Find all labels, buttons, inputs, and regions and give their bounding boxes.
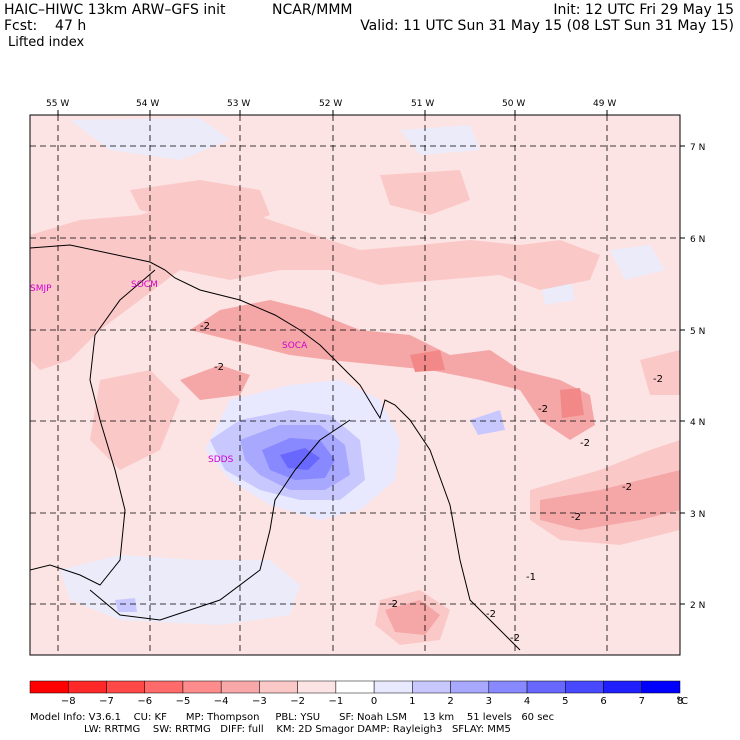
lon-label: 55 W [46,99,69,109]
contour-label: -2 [200,321,210,332]
coastline-borders [30,244,521,651]
station-label: SOCM [131,280,158,290]
lon-label: 49 W [593,99,616,109]
colorbar-tick-label: 0 [371,696,377,707]
lon-label: 51 W [411,99,434,109]
contour-label: -1 [526,572,536,583]
station-label: SDDS [208,455,234,465]
lat-label: 7 N [690,143,705,153]
colorbar-swatch [220,680,260,694]
colorbar-swatch [526,680,566,694]
colorbar-swatch [641,680,681,694]
lat-label: 6 N [690,235,705,245]
lon-label: 53 W [227,99,250,109]
colorbar-tick-label: −8 [61,696,76,707]
lon-label: 54 W [136,99,159,109]
colorbar-swatch [488,680,528,694]
model-info-line-2: LW: RRTMG SW: RRTMG DIFF: full KM: 2D Sm… [30,724,511,735]
colorbar-swatch [259,680,298,694]
colorbar-tick-label: 2 [447,696,453,707]
valid-time: Valid: 11 UTC Sun 31 May 15 (08 LST Sun … [360,18,734,34]
contour-label: -2 [580,438,590,449]
contour-label: -2 [486,609,496,620]
colorbar-tick-label: −2 [290,696,305,707]
colorbar-swatch [450,680,490,694]
lat-label: 5 N [690,327,705,337]
model-info-line-1: Model Info: V3.6.1 CU: KF MP: Thompson P… [30,712,555,723]
axis-ticks [57,110,685,605]
lat-lon-grid [30,115,680,655]
colorbar-swatch [373,680,413,694]
contour-label: -2 [653,374,663,385]
colorbar-swatch [67,680,107,694]
colorbar-unit: °C [676,696,688,707]
lat-label: 4 N [690,418,705,428]
colorbar-swatch [297,680,337,694]
colorbar-swatch [335,680,375,694]
colorbar-swatch [29,680,69,694]
colorbar-swatch [106,680,145,694]
colorbar-tick-label: 1 [409,696,415,707]
init-time: Init: 12 UTC Fri 29 May 15 [553,2,734,18]
colorbar-swatch [603,680,643,694]
contour-label: -2 [571,512,581,523]
colorbar-tick-label: −6 [137,696,152,707]
colorbar-tick-label: 3 [486,696,492,707]
colorbar-tick-label: −4 [214,696,229,707]
contour-label: -2 [622,482,632,493]
colorbar: −8 −7 −6 −5 −4 −3 −2 −1 0 1 2 3 4 5 6 7 8 [29,680,683,707]
colorbar-tick-label: −7 [99,696,114,707]
colorbar-tick-label: 6 [600,696,606,707]
colorbar-tick-label: −5 [176,696,191,707]
lat-label: 2 N [690,601,705,611]
organization: NCAR/MMM [272,2,353,18]
colorbar-tick-label: 4 [524,696,530,707]
lon-label: 50 W [502,99,525,109]
lon-label: 52 W [319,99,342,109]
colorbar-tick-label: 7 [639,696,645,707]
lat-label: 3 N [690,510,705,520]
model-title: HAIC–HIWC 13km ARW–GFS init [4,2,226,18]
colorbar-tick-label: 8 [677,696,683,707]
contour-label: -2 [214,362,224,373]
colorbar-swatch [565,680,604,694]
forecast-hour: Fcst: 47 h [4,18,87,34]
colorbar-swatch [182,680,222,694]
contour-label: -2 [510,633,520,644]
colorbar-tick-label: 5 [562,696,568,707]
colorbar-swatch [412,680,451,694]
colorbar-tick-label: −3 [252,696,267,707]
colorbar-tick-label: −1 [329,696,344,707]
contour-label: -2 [538,404,548,415]
map-frame [29,114,681,656]
contour-label: -2 [388,599,398,610]
lifted-index-field [30,115,680,655]
colorbar-swatch [144,680,184,694]
field-name: Lifted index [8,35,85,50]
station-label: SOCA [282,341,308,351]
station-label: SMJP [30,284,52,294]
